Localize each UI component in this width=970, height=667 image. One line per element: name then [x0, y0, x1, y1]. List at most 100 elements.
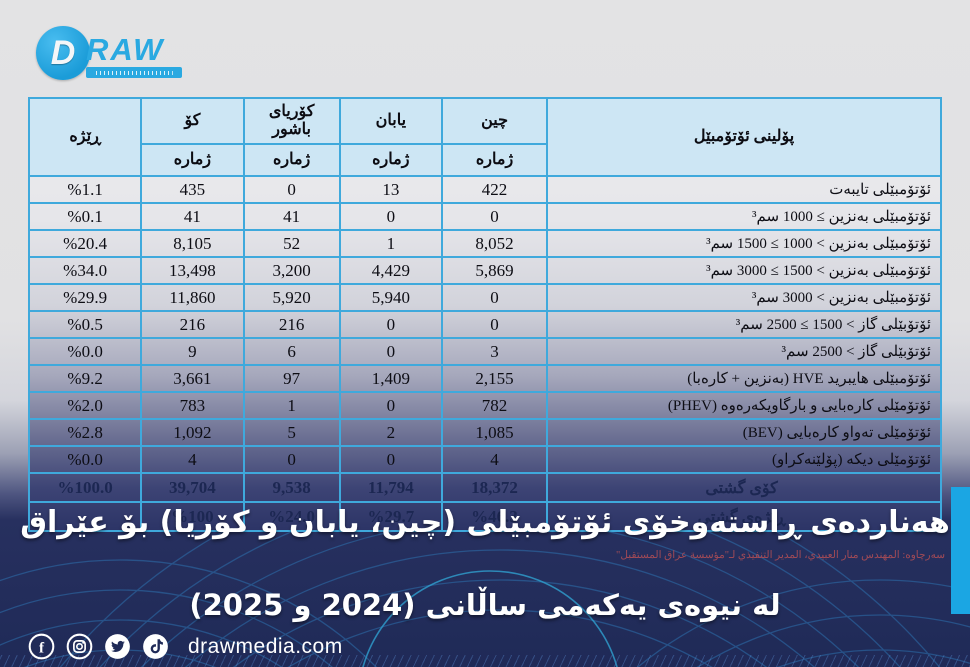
china-value-cell: 422 [440, 175, 549, 204]
china-value-cell: 0 [440, 202, 549, 231]
row-label-cell: ڕێژەی گشتی [546, 501, 942, 532]
table-row: ئۆتۆبێلی گاز > 2500 سم³ 3 0 6 9 %0.0 [27, 337, 942, 366]
korea-value-cell: 216 [242, 310, 341, 339]
percent-value-cell: %29.9 [27, 283, 143, 312]
total-value-cell: 3,661 [140, 364, 245, 393]
korea-value-cell: 6 [242, 337, 341, 366]
japan-value-cell: 0 [338, 391, 443, 420]
source-note: سەرچاوە: المهندس منار العبيدي، المدير ال… [616, 550, 945, 561]
caption-title: هەناردەی ڕاستەوخۆی ئۆتۆمبێلی (چین، یابان… [20, 505, 950, 540]
total-value-cell: 39,704 [140, 472, 245, 503]
percent-value-cell: %0.5 [27, 310, 143, 339]
facebook-icon[interactable]: f [28, 633, 55, 660]
header-japan: یابان [338, 97, 443, 145]
logo-circle-icon: D [36, 26, 90, 80]
table-row: ئۆتۆمێلی تەواو کارەبایی (BEV) 1,085 2 5 1,09… [27, 418, 942, 447]
japan-value-cell: 4,429 [338, 256, 443, 285]
percent-value-cell: %9.2 [27, 364, 143, 393]
percent-value-cell: %0.1 [27, 202, 143, 231]
total-value-cell: 783 [140, 391, 245, 420]
header-percent: ڕێژه [27, 97, 143, 177]
header-japan-number: ژماره [338, 143, 443, 177]
japan-value-cell: 1 [338, 229, 443, 258]
row-label-cell: ئۆتۆمبێلی هایبرید HVE (بەنزین + کارەبا) [546, 364, 942, 393]
row-label-cell: ئۆتۆمبێلی بەنزین > 1500 ≥ 3000 سم³ [546, 256, 942, 285]
header-china-number: ژماره [440, 143, 549, 177]
svg-text:f: f [39, 639, 45, 656]
table-row: ئۆتۆمبێلی تایبەت 422 13 0 435 %1.1 [27, 175, 942, 204]
header-total-number: ژماره [140, 143, 245, 177]
vehicle-import-table: پۆلینی ئۆتۆمبێل چین یابان کۆریای باشور ک… [27, 97, 942, 532]
table-row: ئۆتۆمبێلی بەنزین > 3000 سم³ 0 5,940 5,920 11… [27, 283, 942, 312]
china-value-cell: 782 [440, 391, 549, 420]
total-value-cell: 13,498 [140, 256, 245, 285]
row-label-cell: ئۆتۆمێلی دیکه (پۆلێنەکراو) [546, 445, 942, 474]
total-value-cell: %100 [140, 501, 245, 532]
instagram-icon[interactable] [66, 633, 93, 660]
china-value-cell: 2,155 [440, 364, 549, 393]
row-label-cell: ئۆتۆمبێلی بەنزین > 1000 ≥ 1500 سم³ [546, 229, 942, 258]
header-china: چین [440, 97, 549, 145]
logo-tagline-bar [86, 67, 182, 78]
table-row: ئۆتۆمبێلی بەنزین > 1000 ≥ 1500 سم³ 8,052 1… [27, 229, 942, 258]
china-value-cell: 18,372 [440, 472, 549, 503]
japan-value-cell: 13 [338, 175, 443, 204]
korea-value-cell: 41 [242, 202, 341, 231]
table-row: ئۆتۆمێلی دیکه (پۆلێنەکراو) 4 0 0 4 %0.0 [27, 445, 942, 474]
total-value-cell: 9 [140, 337, 245, 366]
percent-value-cell: %100.0 [27, 472, 143, 503]
percent-value-cell [27, 501, 143, 532]
china-value-cell: 4 [440, 445, 549, 474]
percent-value-cell: %0.0 [27, 337, 143, 366]
row-label-cell: ئۆتۆمبێلی تایبەت [546, 175, 942, 204]
percent-value-cell: %2.8 [27, 418, 143, 447]
summary-row: ڕێژەی گشتی %46.3 %29.7 %24.0 %100 [27, 501, 942, 532]
china-value-cell: %46.3 [440, 501, 549, 532]
percent-value-cell: %1.1 [27, 175, 143, 204]
logo-raw-text: RAW [86, 32, 165, 67]
korea-value-cell: 0 [242, 175, 341, 204]
korea-value-cell: 1 [242, 391, 341, 420]
korea-value-cell: %24.0 [242, 501, 341, 532]
caption-subtitle: له نیوەی یەکەمی ساڵانی (2024 و 2025) [189, 588, 781, 622]
row-label-cell: کۆی گشتی [546, 472, 942, 503]
row-label-cell: ئۆتۆبێلی گاز > 1500 ≥ 2500 سم³ [546, 310, 942, 339]
total-value-cell: 216 [140, 310, 245, 339]
japan-value-cell: 0 [338, 310, 443, 339]
twitter-icon[interactable] [104, 633, 131, 660]
korea-value-cell: 52 [242, 229, 341, 258]
accent-bar [951, 487, 970, 614]
total-value-cell: 1,092 [140, 418, 245, 447]
total-value-cell: 435 [140, 175, 245, 204]
row-label-cell: ئۆتۆبێلی گاز > 2500 سم³ [546, 337, 942, 366]
korea-value-cell: 97 [242, 364, 341, 393]
japan-value-cell: %29.7 [338, 501, 443, 532]
header-korea-number: ژماره [242, 143, 341, 177]
table-body: ئۆتۆمبێلی تایبەت 422 13 0 435 %1.1 ئۆتۆمبێلی ب… [27, 175, 942, 532]
footer-bar: f drawmedia.com [28, 633, 343, 660]
logo-d-letter: D [50, 34, 76, 72]
japan-value-cell: 0 [338, 337, 443, 366]
tiktok-icon[interactable] [142, 633, 169, 660]
percent-value-cell: %0.0 [27, 445, 143, 474]
japan-value-cell: 0 [338, 202, 443, 231]
china-value-cell: 8,052 [440, 229, 549, 258]
china-value-cell: 0 [440, 283, 549, 312]
total-value-cell: 11,860 [140, 283, 245, 312]
japan-value-cell: 5,940 [338, 283, 443, 312]
table-row: ئۆتۆمبێلی بەنزین ≥ 1000 سم³ 0 0 41 41 %0.1 [27, 202, 942, 231]
japan-value-cell: 11,794 [338, 472, 443, 503]
china-value-cell: 3 [440, 337, 549, 366]
website-link[interactable]: drawmedia.com [188, 634, 343, 658]
japan-value-cell: 1,409 [338, 364, 443, 393]
china-value-cell: 0 [440, 310, 549, 339]
korea-value-cell: 0 [242, 445, 341, 474]
header-korea: کۆریای باشور [242, 97, 341, 145]
draw-logo: D RAW [36, 26, 182, 80]
korea-value-cell: 9,538 [242, 472, 341, 503]
header-category: پۆلینی ئۆتۆمبێل [546, 97, 942, 177]
row-label-cell: ئۆتۆمبێلی بەنزین ≥ 1000 سم³ [546, 202, 942, 231]
korea-value-cell: 5 [242, 418, 341, 447]
table-row: ئۆتۆمێلی کارەبایی و بارگاویکەرەوه (PHEV)… [27, 391, 942, 420]
